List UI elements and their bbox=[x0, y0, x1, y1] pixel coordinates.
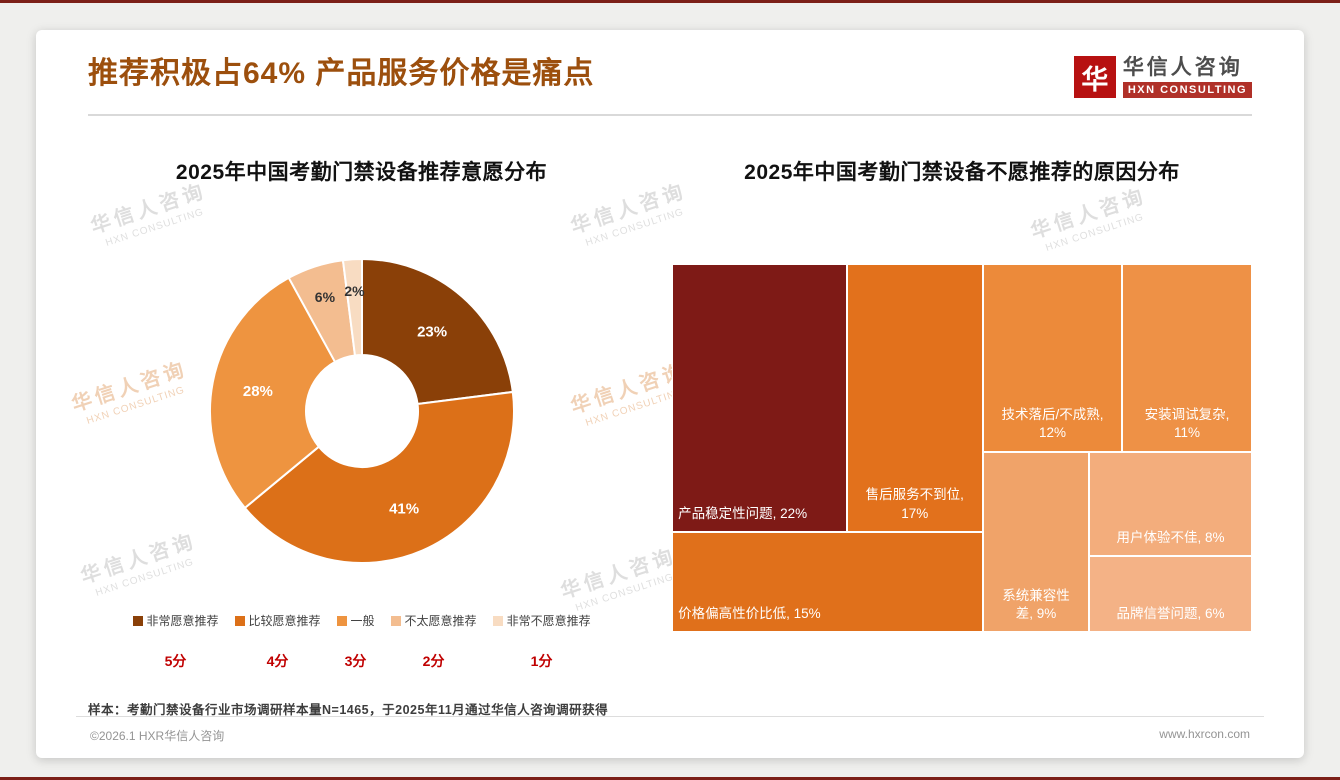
charts-row: 2025年中国考勤门禁设备推荐意愿分布 23% 41% 28% 6% 2% 非常愿意推荐… bbox=[88, 146, 1252, 671]
donut-slice-label: 6% bbox=[314, 289, 335, 305]
legend-swatch bbox=[492, 615, 503, 626]
treemap-cell-label: 差, 9% bbox=[1015, 605, 1057, 621]
legend-label: 一般 bbox=[350, 614, 375, 628]
treemap-cell-label: 安装调试复杂, bbox=[1144, 407, 1230, 423]
logo-name-en: HXN CONSULTING bbox=[1122, 82, 1252, 98]
legend-score: 5分 bbox=[164, 653, 187, 669]
treemap-cell-label: 售后服务不到位, bbox=[865, 487, 964, 503]
treemap-cell: 安装调试复杂, 11% bbox=[1122, 264, 1252, 452]
page-top-border bbox=[0, 0, 1340, 3]
legend-score: 2分 bbox=[422, 653, 445, 669]
legend-label: 非常不愿意推荐 bbox=[506, 614, 591, 628]
treemap-cell-label: 11% bbox=[1174, 425, 1201, 441]
legend-swatch bbox=[336, 615, 347, 626]
legend-score: 1分 bbox=[530, 653, 553, 669]
treemap-cell: 用户体验不佳, 8% bbox=[1089, 451, 1252, 556]
donut-chart-title: 2025年中国考勤门禁设备推荐意愿分布 bbox=[175, 161, 548, 184]
treemap-cell-label: 用户体验不佳, 8% bbox=[1116, 529, 1225, 545]
sample-footnote: 样本：考勤门禁设备行业市场调研样本量N=1465，于2025年11月通过华信人咨… bbox=[88, 703, 609, 717]
treemap: 产品稳定性问题, 22% 售后服务不到位, 17% 技术落后/不成熟, 12% 安装调试复… bbox=[672, 264, 1252, 632]
legend-swatch bbox=[234, 615, 245, 626]
treemap-chart-title: 2025年中国考勤门禁设备不愿推荐的原因分布 bbox=[744, 161, 1180, 184]
treemap-cell: 系统兼容性差, 9% bbox=[982, 451, 1090, 632]
donut-slice-label: 28% bbox=[242, 383, 272, 400]
logo-mark-icon: 华 bbox=[1073, 56, 1116, 98]
legend-swatch bbox=[390, 615, 401, 626]
treemap-cell: 产品稳定性问题, 22% bbox=[672, 264, 847, 532]
treemap-cell-label: 产品稳定性问题, 22% bbox=[678, 505, 808, 521]
slide-card: 华信人咨询 HXN CONSULTING 华信人咨询 HXN CONSULTING … bbox=[36, 30, 1304, 758]
donut-slice bbox=[243, 390, 515, 564]
legend-score: 4分 bbox=[266, 653, 289, 669]
copyright-text: ©2026.1 HXR华信人咨询 bbox=[90, 729, 225, 743]
company-logo: 华 华信人咨询 HXN CONSULTING bbox=[1073, 56, 1252, 98]
slide-header: 推荐积极占64% 产品服务价格是痛点 华 华信人咨询 HXN CONSULTIN… bbox=[36, 30, 1304, 98]
treemap-cell: 技术落后/不成熟, 12% bbox=[982, 264, 1123, 452]
legend-item: 非常愿意推荐 5分 bbox=[132, 612, 219, 671]
donut-slice bbox=[360, 257, 514, 406]
donut-slice bbox=[341, 257, 363, 357]
donut-slice-label: 41% bbox=[389, 500, 419, 517]
donut-legend: 非常愿意推荐 5分 比较愿意推荐 4分 一般 3分 不太愿意推荐 2分 非常不愿意推荐 1分 bbox=[88, 612, 635, 671]
slide-footer: ©2026.1 HXR华信人咨询 www.hxrcon.com bbox=[76, 716, 1264, 758]
legend-label: 不太愿意推荐 bbox=[404, 614, 477, 628]
donut-slice-label: 23% bbox=[417, 323, 447, 340]
donut-slice bbox=[208, 276, 336, 510]
website-text: www.hxrcon.com bbox=[1159, 727, 1250, 741]
legend-swatch bbox=[132, 615, 143, 626]
donut-slice-label: 2% bbox=[344, 283, 365, 299]
treemap-cell: 售后服务不到位, 17% bbox=[846, 264, 983, 532]
legend-label: 非常愿意推荐 bbox=[146, 614, 219, 628]
legend-score: 3分 bbox=[344, 653, 367, 669]
page-bottom-border bbox=[0, 777, 1340, 780]
logo-name-cn: 华信人咨询 bbox=[1122, 56, 1243, 79]
donut-chart-section: 2025年中国考勤门禁设备推荐意愿分布 23% 41% 28% 6% 2% 非常愿意推荐… bbox=[88, 146, 635, 671]
legend-item: 不太愿意推荐 2分 bbox=[390, 612, 477, 671]
treemap-cell-label: 技术落后/不成熟, bbox=[1001, 407, 1104, 423]
title-divider bbox=[88, 114, 1252, 116]
treemap-cell-label: 价格偏高性价比低, 15% bbox=[678, 605, 821, 621]
treemap-cell: 价格偏高性价比低, 15% bbox=[672, 531, 983, 632]
treemap-cell: 品牌信誉问题, 6% bbox=[1089, 555, 1252, 632]
treemap-section: 2025年中国考勤门禁设备不愿推荐的原因分布 产品稳定性问题, 22% 售后服务不… bbox=[635, 146, 1252, 671]
treemap-cell-label: 12% bbox=[1038, 425, 1066, 441]
donut-chart: 23% 41% 28% 6% 2% bbox=[208, 257, 515, 564]
legend-item: 比较愿意推荐 4分 bbox=[234, 612, 321, 671]
donut-chart-area: 23% 41% 28% 6% 2% bbox=[88, 246, 635, 576]
legend-label: 比较愿意推荐 bbox=[248, 614, 321, 628]
legend-item: 非常不愿意推荐 1分 bbox=[492, 612, 591, 671]
treemap-cell-label: 系统兼容性 bbox=[1002, 587, 1070, 603]
treemap-cell-label: 品牌信誉问题, 6% bbox=[1116, 605, 1225, 621]
treemap-cell-label: 17% bbox=[901, 505, 929, 521]
page-title: 推荐积极占64% 产品服务价格是痛点 bbox=[88, 57, 595, 90]
legend-item: 一般 3分 bbox=[336, 612, 375, 671]
